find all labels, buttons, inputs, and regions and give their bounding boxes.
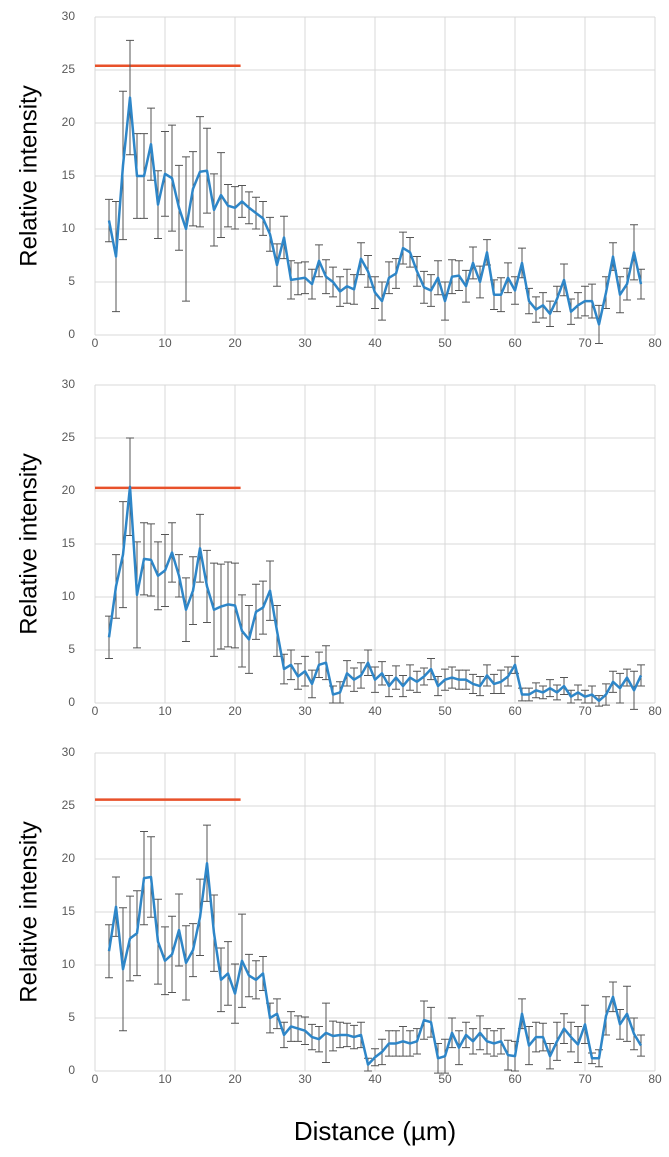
- y-tick-label: 25: [62, 430, 76, 444]
- y-tick-label: 20: [62, 483, 76, 497]
- x-tick-label: 50: [438, 1072, 452, 1086]
- y-axis-label: Relative intensity: [15, 85, 42, 266]
- x-tick-label: 10: [158, 1072, 172, 1086]
- data-line: [107, 485, 643, 703]
- x-tick-label: 50: [438, 704, 452, 718]
- y-tick-label: 5: [68, 1010, 75, 1024]
- x-tick-label: 20: [228, 704, 242, 718]
- y-tick-label: 5: [68, 274, 75, 288]
- x-tick-label: 10: [158, 336, 172, 350]
- y-tick-label: 30: [62, 9, 76, 23]
- y-axis-label: Relative intensity: [15, 821, 42, 1002]
- y-tick-label: 0: [68, 1063, 75, 1077]
- x-tick-label: 60: [508, 336, 522, 350]
- x-tick-label: 60: [508, 1072, 522, 1086]
- y-tick-label: 5: [68, 642, 75, 656]
- x-tick-label: 80: [648, 1072, 662, 1086]
- x-tick-label: 70: [578, 1072, 592, 1086]
- x-tick-label: 0: [92, 336, 99, 350]
- y-tick-label: 20: [62, 851, 76, 865]
- x-tick-label: 0: [92, 1072, 99, 1086]
- x-tick-label: 30: [298, 704, 312, 718]
- y-tick-label: 10: [62, 589, 76, 603]
- y-tick-label: 20: [62, 115, 76, 129]
- x-tick-label: 0: [92, 704, 99, 718]
- data-line: [107, 96, 643, 326]
- x-tick-label: 80: [648, 336, 662, 350]
- y-tick-label: 10: [62, 221, 76, 235]
- x-tick-label: 30: [298, 1072, 312, 1086]
- y-tick-label: 15: [62, 168, 76, 182]
- y-tick-label: 30: [62, 745, 76, 759]
- x-tick-label: 80: [648, 704, 662, 718]
- y-tick-label: 15: [62, 904, 76, 918]
- y-tick-label: 0: [68, 327, 75, 341]
- x-axis-label: Distance (µm): [294, 1116, 456, 1146]
- x-tick-label: 50: [438, 336, 452, 350]
- x-tick-label: 40: [368, 704, 382, 718]
- x-tick-label: 70: [578, 336, 592, 350]
- x-tick-label: 30: [298, 336, 312, 350]
- y-tick-label: 25: [62, 62, 76, 76]
- y-axis-label: Relative intensity: [15, 453, 42, 634]
- y-tick-label: 10: [62, 957, 76, 971]
- y-tick-label: 15: [62, 536, 76, 550]
- y-tick-label: 25: [62, 798, 76, 812]
- y-tick-label: 30: [62, 377, 76, 391]
- x-tick-label: 20: [228, 1072, 242, 1086]
- x-tick-label: 40: [368, 1072, 382, 1086]
- x-tick-label: 70: [578, 704, 592, 718]
- x-tick-label: 40: [368, 336, 382, 350]
- y-tick-label: 0: [68, 695, 75, 709]
- x-tick-label: 10: [158, 704, 172, 718]
- x-tick-label: 20: [228, 336, 242, 350]
- x-tick-label: 60: [508, 704, 522, 718]
- data-line: [107, 861, 643, 1066]
